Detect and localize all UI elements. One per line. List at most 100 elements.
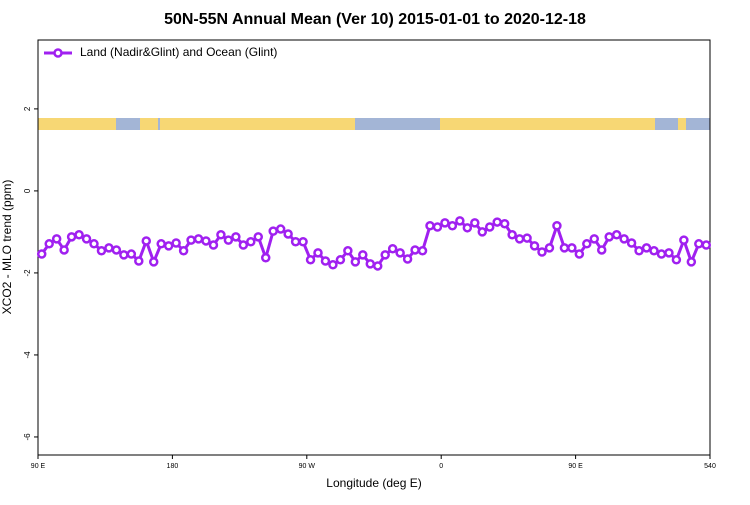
data-point <box>171 238 181 248</box>
data-point <box>268 226 278 236</box>
x-tick-label: 90 E <box>568 463 583 470</box>
data-point <box>679 235 689 245</box>
x-tick-label: 90 E <box>31 463 46 470</box>
data-point <box>134 256 144 266</box>
data-point <box>626 238 637 248</box>
data-point <box>395 248 405 258</box>
data-point <box>290 237 301 247</box>
data-point <box>529 241 540 251</box>
data-point <box>432 222 443 232</box>
data-point <box>365 259 376 269</box>
data-point <box>59 245 69 255</box>
data-point <box>611 230 622 240</box>
data-point <box>328 259 338 270</box>
data-point <box>507 230 517 240</box>
data-point <box>231 232 241 242</box>
y-tick-label: 2 <box>23 106 32 111</box>
data-point <box>372 261 383 271</box>
data-point <box>208 240 219 250</box>
data-point <box>350 257 361 267</box>
data-point <box>283 229 293 239</box>
data-point <box>567 243 577 253</box>
data-point <box>686 257 697 267</box>
map-strip <box>38 118 710 130</box>
data-point <box>387 243 398 254</box>
data-point <box>66 232 77 242</box>
data-point <box>664 248 674 258</box>
land-strip <box>38 118 116 130</box>
x-tick-label: 540 <box>704 463 716 470</box>
data-point <box>455 216 465 226</box>
chart-title: 50N-55N Annual Mean (Ver 10) 2015-01-01 … <box>164 11 586 28</box>
y-tick-label: -2 <box>23 269 32 277</box>
data-point <box>417 246 428 256</box>
data-point <box>320 256 331 266</box>
legend-label: Land (Nadir&Glint) and Ocean (Glint) <box>80 45 277 59</box>
data-point <box>305 255 316 265</box>
data-point <box>216 230 226 240</box>
data-point <box>559 243 570 253</box>
data-point <box>298 237 308 247</box>
data-point <box>410 245 420 255</box>
data-point <box>96 246 107 256</box>
data-point <box>477 227 488 237</box>
data-point <box>89 239 99 249</box>
data-point <box>544 243 555 253</box>
y-tick-label: -6 <box>23 433 32 441</box>
data-point <box>499 218 510 229</box>
data-point <box>104 243 114 253</box>
data-point <box>253 232 264 242</box>
data-point <box>701 240 712 250</box>
data-point <box>201 236 211 246</box>
data-point <box>537 247 547 257</box>
y-tick-label: 0 <box>23 188 32 193</box>
data-point <box>156 239 166 249</box>
land-strip <box>440 118 655 130</box>
data-point <box>671 255 682 265</box>
x-tick-label: 90 W <box>299 463 316 470</box>
data-point <box>81 234 92 244</box>
data-point <box>358 250 368 260</box>
data-point <box>36 249 47 259</box>
x-axis-label: Longitude (deg E) <box>326 476 421 490</box>
data-point <box>582 239 592 249</box>
data-point <box>238 240 249 250</box>
data-point <box>514 234 525 244</box>
data-point <box>492 217 502 227</box>
data-point <box>484 222 495 232</box>
data-point <box>111 245 122 255</box>
data-point <box>51 234 62 244</box>
data-point <box>589 234 600 244</box>
land-strip <box>140 118 158 130</box>
data-point <box>126 249 137 259</box>
data-point <box>223 235 234 245</box>
data-point <box>656 249 667 259</box>
data-point <box>275 224 286 234</box>
data-point <box>74 230 84 240</box>
data-point <box>425 221 435 231</box>
data-point <box>44 239 54 249</box>
land-strip <box>160 118 355 130</box>
data-point <box>313 248 323 258</box>
data-point <box>193 234 204 244</box>
data-point <box>402 254 413 264</box>
data-point <box>574 249 585 259</box>
legend-marker <box>53 48 63 58</box>
x-tick-label: 0 <box>439 463 443 470</box>
data-point <box>335 255 346 265</box>
data-point <box>619 234 629 244</box>
data-point <box>604 232 614 242</box>
data-point <box>641 243 652 253</box>
data-point <box>596 245 607 255</box>
data-point <box>522 233 532 243</box>
data-point <box>552 221 562 231</box>
data-point <box>343 246 353 256</box>
data-point <box>260 253 271 263</box>
data-point <box>634 246 644 256</box>
data-point <box>246 237 256 247</box>
data-point <box>178 246 189 256</box>
data-point <box>694 239 704 249</box>
data-point <box>649 246 659 256</box>
